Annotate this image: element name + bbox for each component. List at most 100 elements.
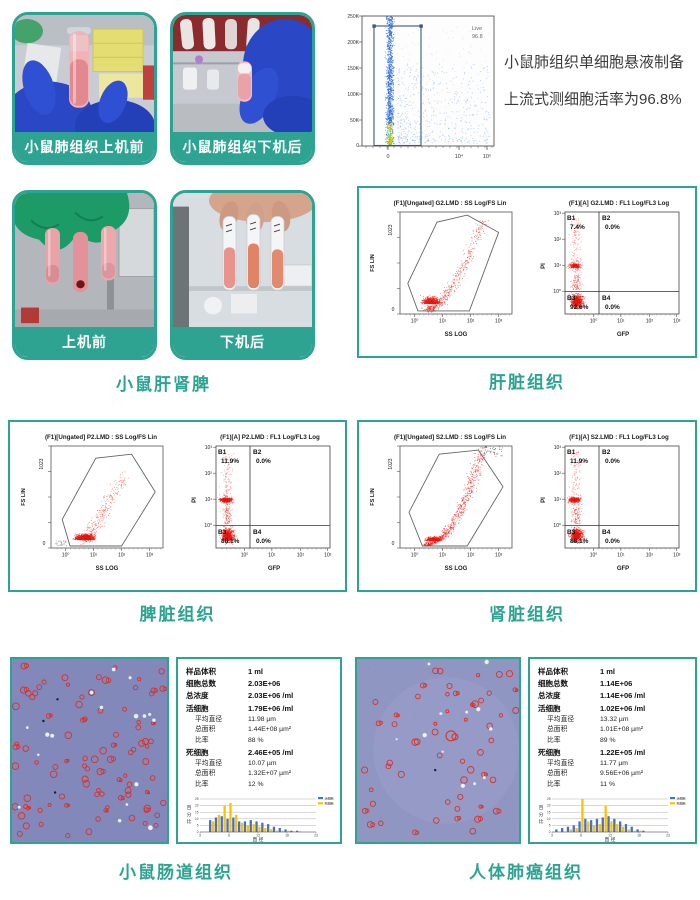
hist-y-tick: 5 <box>197 823 199 827</box>
stat-row: 活细胞 1.79E+06 /ml <box>186 703 337 715</box>
caption-mouse-intestine: 小鼠肠道组织 <box>119 863 233 882</box>
photo-before-machine-svg <box>15 193 154 327</box>
caption-kidney-tissue: 肾脏组织 <box>489 605 565 624</box>
stat-label: 平均直径 <box>195 715 223 723</box>
quadrant-value: 0.0% <box>605 304 620 311</box>
fs-x-tick: 10² <box>467 319 475 325</box>
caption-liver-tissue: 肝脏组织 <box>489 373 565 392</box>
stat-label: 活细胞 <box>538 703 561 713</box>
quad-x-tick: 10² <box>646 553 654 559</box>
stats-list: 样品体积 1 ml 细胞总数 2.03E+06 总浓度 2.03E+06 /ml 活细胞 1.… <box>178 659 340 791</box>
fs-x-tick: 10⁰ <box>62 553 70 559</box>
stat-label: 总浓度 <box>538 691 561 701</box>
quad-x-axis-label: GFP <box>268 566 280 572</box>
fs-x-axis-label: SS LOG <box>445 566 468 572</box>
stat-row: 总面积 9.56E+06 µm² <box>538 769 692 780</box>
stat-row: 比率 89 % <box>538 736 692 747</box>
quadrant-value: 0.0% <box>256 458 271 465</box>
flow-panel-liver: (F1)[Ungated] G2.LMD : SS Log/FS Lin FS L… <box>357 186 697 358</box>
viability-scatter-plot: 250K 200K 150K 100K 50K 0 0 10⁴ 10⁵ Live… <box>347 14 495 160</box>
stat-value: 10.07 µm <box>248 759 277 767</box>
fs-y-axis-label: FS LIN <box>370 254 376 271</box>
stat-row: 总浓度 2.03E+06 /ml <box>186 690 337 702</box>
fs-x-tick: 10² <box>467 553 475 559</box>
stat-value: 2.46E+05 /ml <box>248 747 294 757</box>
photo-label: 小鼠肺组织下机后 <box>173 132 312 162</box>
legend-swatch <box>318 796 323 799</box>
stat-row: 平均直径 11.98 µm <box>186 715 337 726</box>
hist-y-tick: 0 <box>197 830 199 834</box>
x-tick: 10⁵ <box>483 153 491 160</box>
fs-scatter-points <box>420 220 489 313</box>
quad-y-tick: 10⁰ <box>553 289 561 295</box>
photo-card-after-machine: 下机后 <box>170 190 315 360</box>
hist-y-tick: 5 <box>549 823 551 827</box>
quad-x-axis-label: GFP <box>617 332 629 338</box>
cell-count-stats-human-lung-cancer: 样品体积 1 ml 细胞总数 1.14E+06 总浓度 1.14E+06 /ml 活细胞 1.… <box>528 657 697 844</box>
legend-swatch <box>670 801 675 804</box>
stat-label: 平均直径 <box>547 715 575 723</box>
stat-label: 总面积 <box>547 726 568 734</box>
hist-y-tick: 25 <box>547 797 551 801</box>
stat-value: 1.22E+05 /ml <box>600 747 646 757</box>
quad-x-tick: 10⁰ <box>590 319 598 325</box>
photo-label: 上机前 <box>15 327 154 357</box>
stat-label: 样品体积 <box>538 667 568 676</box>
y-tick: 100K <box>347 92 359 98</box>
stat-row: 样品体积 1 ml <box>186 666 337 678</box>
quad-x-axis-label: GFP <box>617 566 629 572</box>
gate-label: Live <box>472 26 482 32</box>
flow-panel-spleen: (F1)[Ungated] P2.LMD : SS Log/FS Lin FS L… <box>8 420 347 592</box>
stat-label: 比率 <box>195 737 209 744</box>
stat-value: 11.77 µm <box>600 759 628 767</box>
hist-y-axis-label-char: 分 <box>539 811 544 818</box>
quadrant-name: B4 <box>253 529 262 536</box>
quad-y-tick: 10⁰ <box>204 523 212 529</box>
legend-label: 死细胞 <box>677 800 686 805</box>
fs-x-tick: 10³ <box>146 553 154 559</box>
fs-scatter-points <box>55 471 129 547</box>
fs-x-tick: 10¹ <box>439 553 447 559</box>
stat-label: 比率 <box>547 737 561 744</box>
quad-scatter-points <box>565 451 586 544</box>
hist-x-tick: 8 <box>580 833 582 837</box>
quad-y-tick: 10² <box>205 471 213 477</box>
quadrant-name: B3 <box>567 529 576 536</box>
stat-value: 13.32 µm <box>600 715 629 723</box>
quadrant-name: B1 <box>218 449 227 456</box>
hist-y-tick: 15 <box>195 810 199 814</box>
pi-gfp-quadrant-plot: (F1)[A] S2.LMD : FL1 Log/FL3 Log PI 10³ 10²… <box>541 434 681 572</box>
stat-value: 1 ml <box>600 667 616 676</box>
fs-y-min-tick: 0 <box>392 541 395 547</box>
quadrant-value: 0.0% <box>605 458 620 465</box>
quadrant-value: 88.1% <box>570 538 589 545</box>
fs-plot-title: (F1)[Ungated] G2.LMD : SS Log/FS Lin <box>394 200 507 207</box>
stat-value: 88 % <box>248 737 264 744</box>
hist-y-tick: 20 <box>195 803 199 807</box>
quadrant-value: 0.0% <box>256 538 271 545</box>
quadrant-name: B4 <box>602 529 611 536</box>
quad-y-tick: 10³ <box>205 445 213 451</box>
fs-x-tick: 10⁰ <box>411 319 419 325</box>
pi-gfp-quadrant-plot: (F1)[A] G2.LMD : FL1 Log/FL3 Log PI 10³ 10²… <box>541 200 681 338</box>
hist-y-axis-label-char: 比 <box>539 818 544 825</box>
hist-x-tick: 13 <box>256 833 260 837</box>
flow-panel-kidney: (F1)[Ungated] S2.LMD : SS Log/FS Lin FS L… <box>357 420 697 592</box>
stat-row: 比率 12 % <box>186 780 337 791</box>
fs-gate-polygon <box>407 214 500 312</box>
stat-label: 总面积 <box>195 770 216 778</box>
stat-row: 细胞总数 1.14E+06 <box>538 678 692 690</box>
quadrant-value: 0.0% <box>605 224 620 231</box>
photo-lung-after-image <box>173 15 312 132</box>
fs-ss-plot: (F1)[Ungated] G2.LMD : SS Log/FS Lin FS L… <box>370 200 513 338</box>
gate-percentage: 96.8 <box>472 34 483 40</box>
stat-row: 平均直径 13.32 µm <box>538 715 692 726</box>
y-tick: 150K <box>347 66 359 72</box>
stat-row: 总面积 1.44E+08 µm² <box>186 725 337 736</box>
photo-label: 下机后 <box>173 327 312 357</box>
fs-x-tick: 10¹ <box>439 319 447 325</box>
microscopy-svg <box>12 659 167 842</box>
caption-spleen-tissue: 脾脏组织 <box>139 605 216 624</box>
